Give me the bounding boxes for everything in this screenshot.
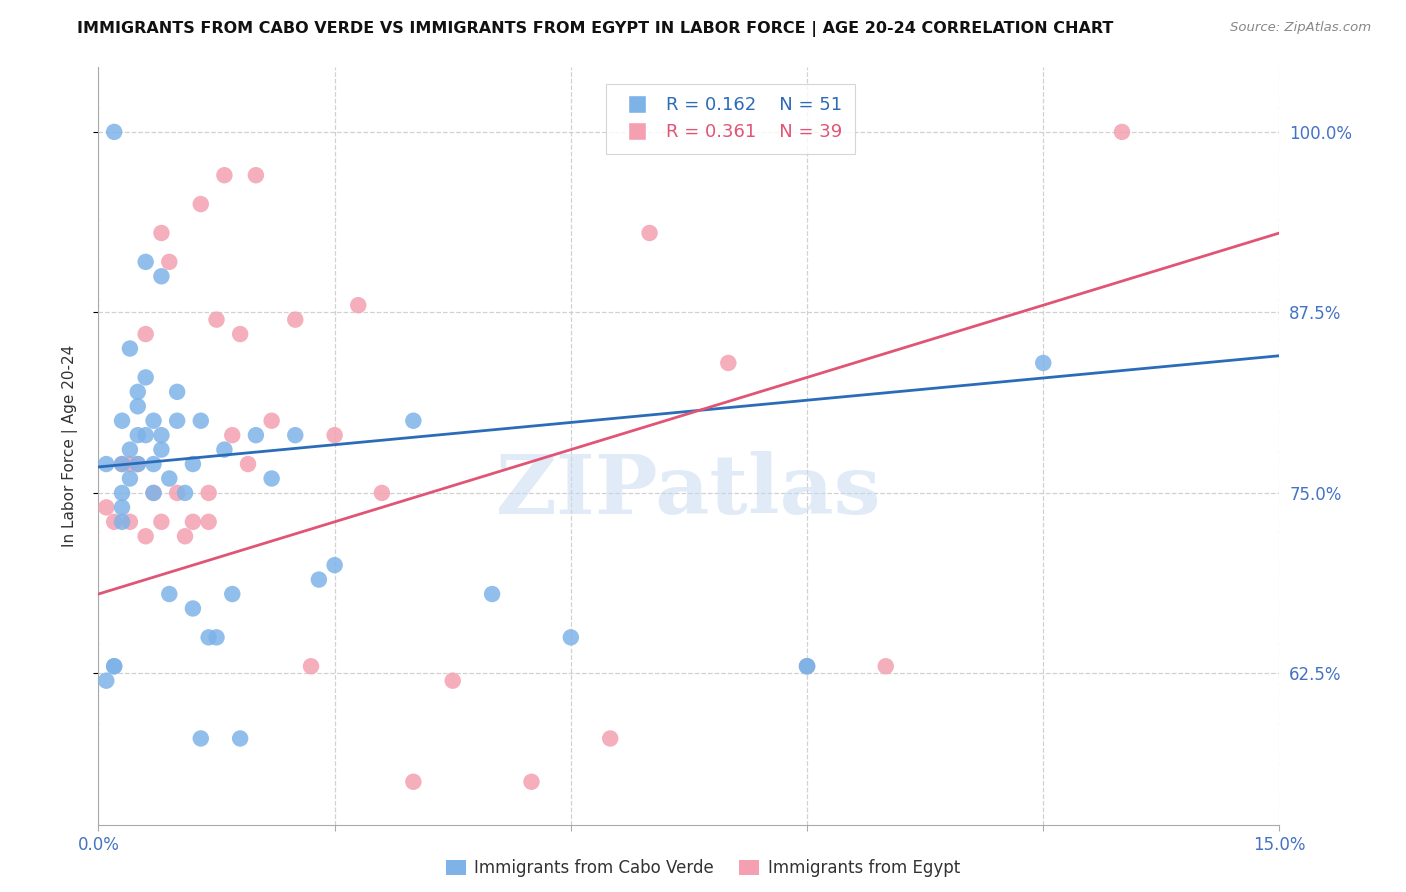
Point <box>1032 356 1054 370</box>
Point <box>118 342 141 356</box>
Point <box>174 486 197 500</box>
Point <box>96 457 118 471</box>
Point <box>638 226 661 240</box>
Point <box>103 125 125 139</box>
Point <box>299 659 322 673</box>
Point <box>96 500 118 515</box>
Point <box>118 442 141 457</box>
Point <box>166 384 188 399</box>
Point <box>481 587 503 601</box>
Point <box>599 731 621 746</box>
Point <box>127 384 149 399</box>
Point <box>190 197 212 211</box>
Point <box>229 731 252 746</box>
Point <box>260 471 283 485</box>
Point <box>135 370 157 384</box>
Point <box>560 631 582 645</box>
Point <box>150 269 173 284</box>
Point <box>111 500 134 515</box>
Text: IMMIGRANTS FROM CABO VERDE VS IMMIGRANTS FROM EGYPT IN LABOR FORCE | AGE 20-24 C: IMMIGRANTS FROM CABO VERDE VS IMMIGRANTS… <box>77 21 1114 37</box>
Point <box>150 442 173 457</box>
Point <box>118 515 141 529</box>
Text: ZIPatlas: ZIPatlas <box>496 451 882 532</box>
Point <box>166 486 188 500</box>
Point <box>157 587 180 601</box>
Point <box>111 457 134 471</box>
Point <box>103 659 125 673</box>
Point <box>284 312 307 326</box>
Point <box>323 428 346 442</box>
Point <box>875 659 897 673</box>
Point <box>236 457 259 471</box>
Point <box>402 414 425 428</box>
Point <box>181 601 204 615</box>
Point <box>111 486 134 500</box>
Point <box>103 515 125 529</box>
Point <box>157 471 180 485</box>
Point <box>796 659 818 673</box>
Point <box>135 428 157 442</box>
Point <box>150 428 173 442</box>
Point <box>245 428 267 442</box>
Point <box>796 659 818 673</box>
Point <box>221 428 243 442</box>
Point <box>229 327 252 342</box>
Point <box>142 414 165 428</box>
Point <box>347 298 370 312</box>
Point <box>135 327 157 342</box>
Point <box>214 168 236 182</box>
Point <box>520 774 543 789</box>
Point <box>197 515 219 529</box>
Point <box>796 659 818 673</box>
Point <box>717 356 740 370</box>
Point <box>96 673 118 688</box>
Point <box>127 457 149 471</box>
Point <box>166 414 188 428</box>
Point <box>402 774 425 789</box>
Point <box>127 399 149 413</box>
Point <box>181 515 204 529</box>
Point <box>142 486 165 500</box>
Legend: R = 0.162    N = 51, R = 0.361    N = 39: R = 0.162 N = 51, R = 0.361 N = 39 <box>606 84 855 153</box>
Point <box>308 573 330 587</box>
Point <box>221 587 243 601</box>
Point <box>197 631 219 645</box>
Point <box>118 457 141 471</box>
Text: Source: ZipAtlas.com: Source: ZipAtlas.com <box>1230 21 1371 35</box>
Point <box>260 414 283 428</box>
Point <box>1111 125 1133 139</box>
Point <box>323 558 346 573</box>
Point <box>111 414 134 428</box>
Y-axis label: In Labor Force | Age 20-24: In Labor Force | Age 20-24 <box>62 345 77 547</box>
Point <box>284 428 307 442</box>
Point <box>111 457 134 471</box>
Point <box>197 486 219 500</box>
Point <box>190 414 212 428</box>
Point <box>205 631 228 645</box>
Point <box>214 442 236 457</box>
Point <box>150 226 173 240</box>
Point <box>190 731 212 746</box>
Point <box>174 529 197 543</box>
Point <box>371 486 394 500</box>
Point <box>441 673 464 688</box>
Point <box>127 428 149 442</box>
Point <box>103 659 125 673</box>
Point <box>127 457 149 471</box>
Point <box>111 515 134 529</box>
Point <box>245 168 267 182</box>
Point <box>205 312 228 326</box>
Point <box>118 471 141 485</box>
Point <box>142 486 165 500</box>
Point <box>135 255 157 269</box>
Point <box>150 515 173 529</box>
Point <box>181 457 204 471</box>
Point <box>135 529 157 543</box>
Point <box>142 457 165 471</box>
Legend: Immigrants from Cabo Verde, Immigrants from Egypt: Immigrants from Cabo Verde, Immigrants f… <box>440 853 966 884</box>
Point <box>157 255 180 269</box>
